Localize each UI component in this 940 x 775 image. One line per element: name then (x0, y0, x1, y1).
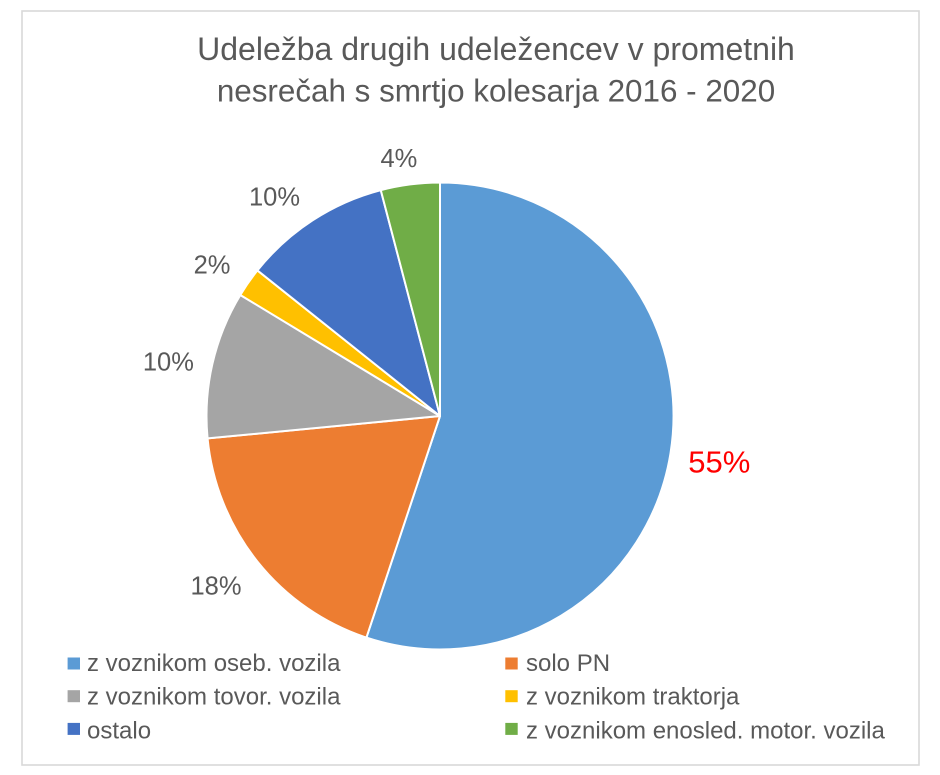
svg-text:solo PN: solo PN (526, 650, 610, 677)
svg-text:z voznikom oseb. vozila: z voznikom oseb. vozila (87, 650, 341, 677)
svg-text:z voznikom enosled. motor. voz: z voznikom enosled. motor. vozila (526, 717, 885, 744)
svg-text:z voznikom tovor. vozila: z voznikom tovor. vozila (87, 684, 341, 711)
svg-text:2%: 2% (194, 252, 231, 280)
svg-text:18%: 18% (190, 573, 241, 601)
svg-text:ostalo: ostalo (87, 717, 151, 744)
svg-text:Udeležba drugih udeležencev v: Udeležba drugih udeležencev v prometnih (197, 31, 795, 67)
svg-text:z voznikom traktorja: z voznikom traktorja (526, 684, 740, 711)
svg-text:10%: 10% (249, 184, 300, 212)
svg-text:nesrečah s smrtjo kolesarja 20: nesrečah s smrtjo kolesarja 2016 - 2020 (217, 74, 775, 109)
svg-text:10%: 10% (143, 349, 194, 377)
svg-text:4%: 4% (380, 145, 417, 173)
svg-text:55%: 55% (688, 444, 750, 479)
